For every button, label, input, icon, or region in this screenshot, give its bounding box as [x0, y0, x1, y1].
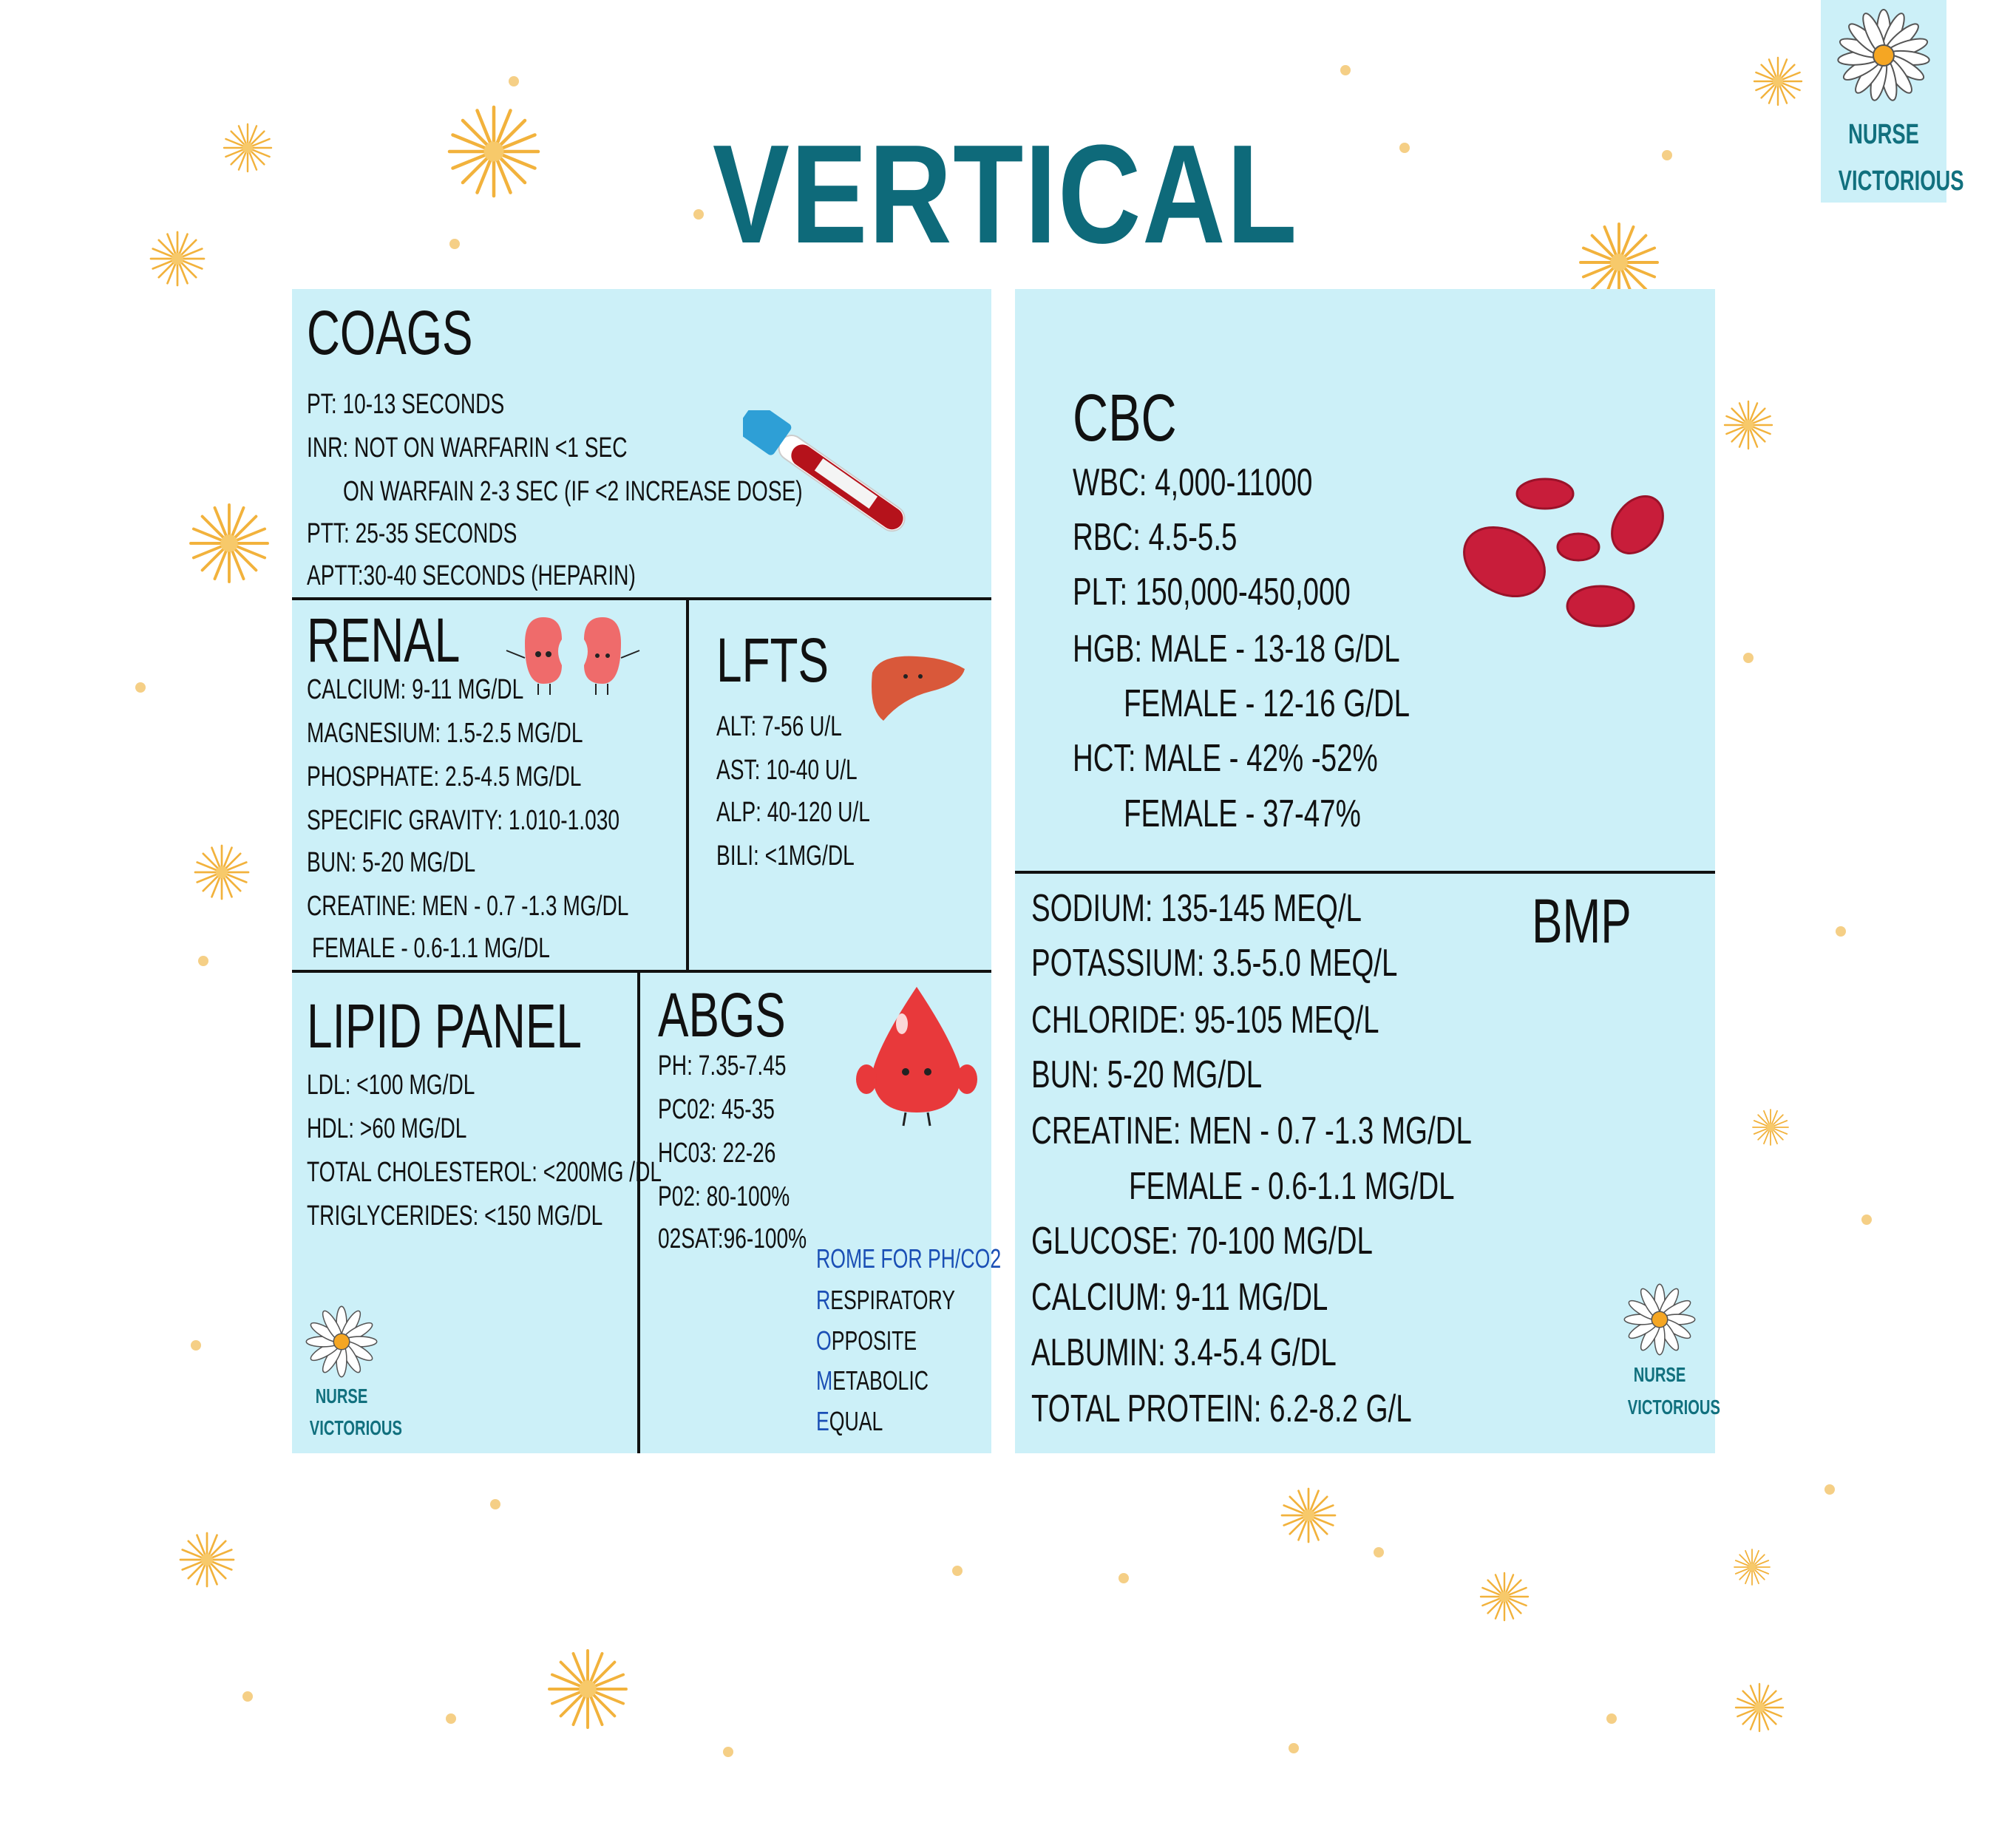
red-blood-cells-icon	[1463, 478, 1664, 628]
lab-value: ON WARFAIN 2-3 SEC (IF <2 INCREASE DOSE)	[343, 476, 803, 507]
mnemonic-initial: O	[816, 1325, 832, 1356]
lab-value: FEMALE - 37-47%	[1124, 792, 1361, 835]
daisy-icon	[1837, 9, 1930, 101]
lab-value: PHOSPHATE: 2.5-4.5 MG/DL	[307, 761, 582, 792]
page-title: VERTICAL	[712, 116, 1299, 273]
lab-value: FEMALE - 0.6-1.1 MG/DL	[1129, 1165, 1455, 1208]
lab-value: LDL: <100 MG/DL	[307, 1070, 475, 1101]
brand-line2: VICTORIOUS	[1627, 1396, 1720, 1419]
lab-value: PT: 10-13 SECONDS	[307, 389, 505, 420]
lab-value: PTT: 25-35 SECONDS	[307, 518, 517, 549]
mnemonic-rest: ESPIRATORY	[830, 1285, 956, 1315]
test-tube-icon	[743, 410, 906, 532]
mnemonic-initial: E	[816, 1406, 829, 1436]
divider	[686, 599, 689, 971]
kidneys-icon	[506, 617, 640, 695]
lab-value: BILI: <1MG/DL	[716, 840, 855, 872]
lab-value: ALBUMIN: 3.4-5.4 G/DL	[1031, 1331, 1337, 1374]
mnemonic-initial: R	[816, 1285, 831, 1315]
lab-value: PLT: 150,000-450,000	[1073, 571, 1351, 614]
section-heading: LIPID PANEL	[307, 991, 582, 1061]
divider	[292, 970, 991, 973]
mnemonic-rest: PPOSITE	[831, 1325, 917, 1356]
lab-value: PH: 7.35-7.45	[658, 1050, 787, 1081]
mnemonic-word: OPPOSITE	[816, 1328, 917, 1354]
lab-value: AST: 10-40 U/L	[716, 755, 858, 786]
divider	[637, 971, 640, 1453]
lab-value: HDL: >60 MG/DL	[307, 1113, 467, 1144]
lab-value: POTASSIUM: 3.5-5.0 MEQ/L	[1031, 942, 1398, 985]
brand-logo: NURSE VICTORIOUS	[1821, 0, 1964, 203]
left-panel	[292, 289, 991, 1453]
lab-value: RBC: 4.5-5.5	[1073, 516, 1238, 559]
mnemonic-word: RESPIRATORY	[816, 1287, 955, 1314]
brand-line1: NURSE	[1633, 1363, 1686, 1386]
lab-value: BUN: 5-20 MG/DL	[307, 847, 476, 878]
lab-value: FEMALE - 12-16 G/DL	[1124, 682, 1411, 725]
lab-value: CHLORIDE: 95-105 MEQ/L	[1031, 999, 1379, 1042]
liver-icon	[872, 656, 965, 721]
brand-line1: NURSE	[1848, 119, 1919, 150]
lab-value: TRIGLYCERIDES: <150 MG/DL	[307, 1200, 603, 1232]
lab-value: CALCIUM: 9-11 MG/DL	[1031, 1276, 1328, 1319]
brand-line1: NURSE	[315, 1385, 368, 1407]
lab-value: HGB: MALE - 13-18 G/DL	[1073, 628, 1400, 670]
lab-value: APTT:30-40 SECONDS (HEPARIN)	[307, 560, 636, 591]
lab-value: CREATINE: MEN - 0.7 -1.3 MG/DL	[1031, 1110, 1472, 1152]
section-heading: ABGS	[658, 980, 786, 1050]
mnemonic-initial: M	[816, 1365, 833, 1396]
lab-value: FEMALE - 0.6-1.1 MG/DL	[312, 933, 550, 964]
lab-value: CREATINE: MEN - 0.7 -1.3 MG/DL	[307, 891, 629, 922]
section-heading: RENAL	[307, 605, 461, 675]
lab-value: HC03: 22-26	[658, 1138, 776, 1169]
lab-value: HCT: MALE - 42% -52%	[1073, 737, 1378, 780]
lab-value: WBC: 4,000-11000	[1073, 461, 1313, 504]
section-heading: CBC	[1073, 381, 1177, 455]
lab-value: PC02: 45-35	[658, 1094, 775, 1125]
divider	[1015, 871, 1715, 874]
daisy-icon	[1623, 1283, 1696, 1356]
lab-value: 02SAT:96-100%	[658, 1223, 807, 1254]
lab-value: SODIUM: 135-145 MEQ/L	[1031, 887, 1362, 930]
mnemonic-rest: QUAL	[829, 1406, 883, 1436]
brand-line2: VICTORIOUS	[309, 1416, 402, 1439]
mnemonic-word: EQUAL	[816, 1408, 883, 1435]
lab-value: INR: NOT ON WARFARIN <1 SEC	[307, 432, 628, 463]
mnemonic-rest: ETABOLIC	[832, 1365, 929, 1396]
daisy-icon	[305, 1305, 378, 1378]
lab-value: SPECIFIC GRAVITY: 1.010-1.030	[307, 805, 620, 836]
lab-value: MAGNESIUM: 1.5-2.5 MG/DL	[307, 718, 583, 749]
lab-value: ALP: 40-120 U/L	[716, 797, 870, 828]
lab-value: CALCIUM: 9-11 MG/DL	[307, 674, 524, 705]
lab-value: TOTAL PROTEIN: 6.2-8.2 G/L	[1031, 1387, 1412, 1430]
section-heading: COAGS	[307, 298, 473, 367]
lab-value: ALT: 7-56 U/L	[716, 711, 842, 742]
mnemonic-word: METABOLIC	[816, 1368, 929, 1394]
section-heading: BMP	[1532, 886, 1632, 956]
mnemonic-title: ROME FOR PH/CO2	[816, 1243, 1002, 1274]
blood-drop-icon	[856, 987, 977, 1127]
lab-value: GLUCOSE: 70-100 MG/DL	[1031, 1220, 1373, 1263]
lab-value: BUN: 5-20 MG/DL	[1031, 1053, 1263, 1096]
lab-value: TOTAL CHOLESTEROL: <200MG /DL	[307, 1157, 662, 1188]
section-heading: LFTS	[716, 625, 829, 695]
divider	[292, 597, 991, 600]
lab-value: P02: 80-100%	[658, 1181, 790, 1212]
brand-line2: VICTORIOUS	[1838, 166, 1964, 197]
